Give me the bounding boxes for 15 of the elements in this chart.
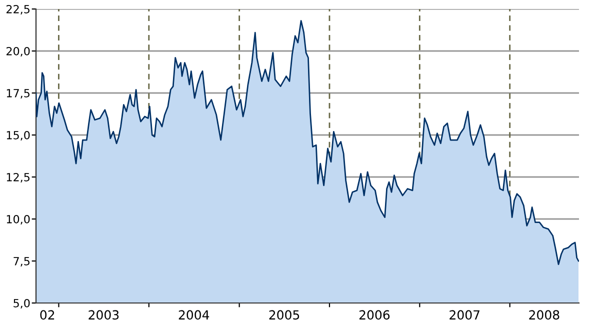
x-tick-label: 2005 (269, 310, 300, 320)
y-tick-label: 17,5 (6, 89, 30, 99)
y-tick-label: 7,5 (14, 257, 30, 267)
y-tick-label: 20,0 (6, 46, 30, 57)
y-tick-label: 5,0 (14, 298, 30, 309)
y-tick-label: 10,0 (6, 214, 30, 225)
y-tick-label: 12,5 (6, 172, 30, 183)
y-tick-label: 15,0 (6, 130, 30, 141)
x-tick-label: 2004 (178, 310, 210, 320)
x-tick-label: 2008 (529, 310, 560, 320)
x-tick-label: 2003 (88, 310, 119, 320)
x-tick-label: 02 (40, 310, 54, 320)
y-tick-label: 22,5 (6, 4, 30, 15)
x-tick-label: 2007 (450, 310, 480, 320)
x-tick-label: 2006 (359, 310, 390, 320)
